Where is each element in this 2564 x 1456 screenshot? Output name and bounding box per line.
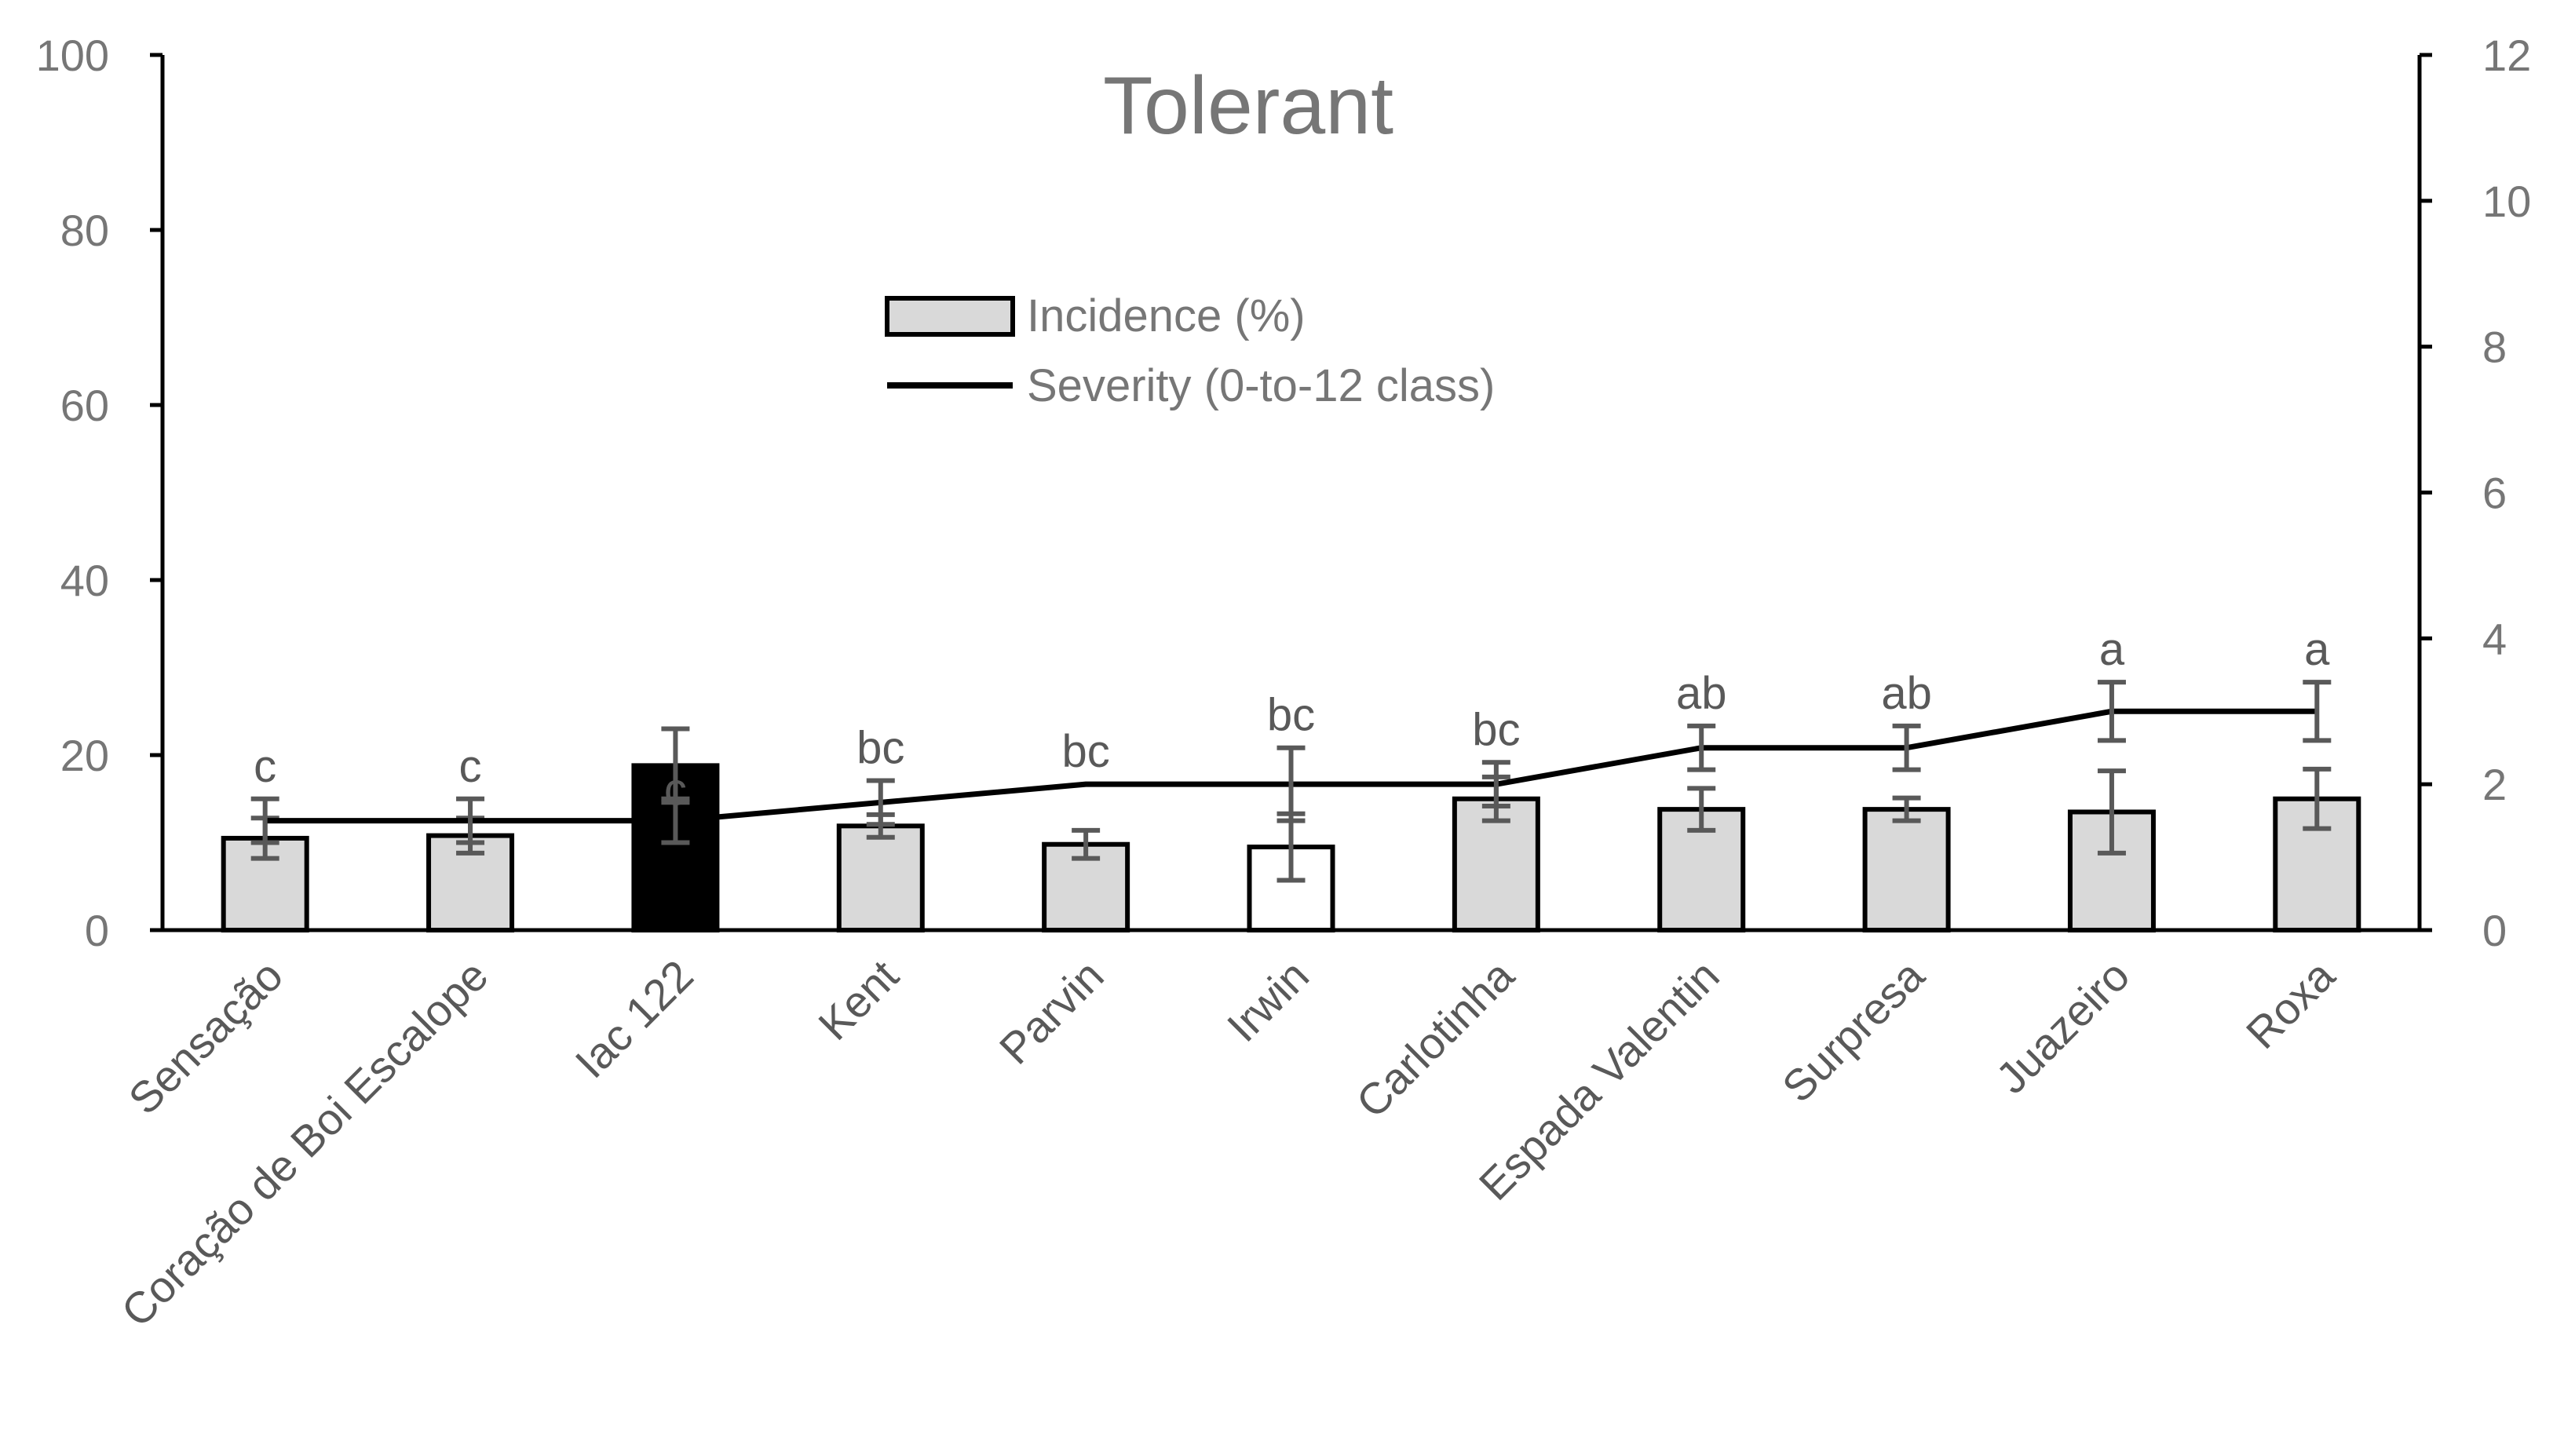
category-label: Sensação (119, 951, 292, 1124)
significance-label: bc (1062, 726, 1110, 777)
category-label: Juazeiro (1986, 951, 2138, 1103)
left-y-axis: 0 20 40 60 80 100 (36, 31, 165, 955)
left-axis-tick-label: 100 (36, 31, 109, 80)
significance-label: ab (1881, 668, 1932, 719)
category-label: Carlotinha (1346, 950, 1524, 1127)
significance-label: c (664, 764, 687, 815)
right-axis-tick-label: 6 (2482, 469, 2507, 518)
category-label: Iac 122 (565, 951, 702, 1087)
legend: Incidence (%) Severity (0-to-12 class) (885, 290, 1495, 411)
significance-label: bc (1472, 704, 1520, 755)
severity-series (250, 680, 2332, 845)
incidence-bar (1862, 807, 1951, 932)
right-axis-tick-label: 8 (2482, 323, 2507, 372)
incidence-error-bars (250, 726, 2332, 883)
significance-label: ab (1676, 668, 1727, 719)
category-label: Coração de Boi Escalope (111, 951, 497, 1336)
left-axis-tick-label: 80 (60, 206, 109, 255)
left-axis-tick-label: 20 (60, 731, 109, 780)
significance-label: c (254, 741, 276, 792)
right-axis-tick-label: 10 (2482, 177, 2531, 226)
significance-label: a (2099, 624, 2125, 675)
right-axis-tick-label: 4 (2482, 614, 2507, 663)
chart-title: Tolerant (1103, 60, 1393, 151)
right-axis-tick-label: 2 (2482, 760, 2507, 809)
legend-severity-label: Severity (0-to-12 class) (1027, 360, 1495, 411)
left-axis-tick-label: 0 (85, 906, 109, 955)
legend-incidence-swatch (885, 296, 1015, 337)
category-label: Parvin (990, 951, 1113, 1074)
significance-label: bc (856, 723, 904, 774)
right-axis-tick-label: 12 (2482, 31, 2531, 80)
right-axis-tick-label: 0 (2482, 906, 2507, 955)
category-label: Irwin (1218, 951, 1318, 1051)
category-label: Kent (809, 951, 908, 1049)
right-y-axis: 0 2 4 6 8 10 12 (2417, 31, 2531, 955)
significance-label: bc (1267, 690, 1315, 741)
left-axis-tick-label: 60 (60, 381, 109, 430)
category-label: Surpresa (1773, 950, 1934, 1111)
significance-label: a (2304, 624, 2330, 675)
incidence-bar (836, 823, 925, 932)
significance-label: c (459, 741, 482, 792)
left-axis-tick-label: 40 (60, 556, 109, 605)
significance-labels: c c c bc bc bc bc ab ab a a (254, 624, 2330, 815)
legend-incidence-label: Incidence (%) (1027, 290, 1306, 341)
category-label: Roxa (2237, 950, 2345, 1058)
